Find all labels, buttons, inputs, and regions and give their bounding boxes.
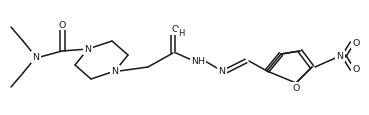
Text: O: O [171,25,179,34]
Text: O: O [352,65,360,74]
Text: O: O [292,84,300,93]
Text: N: N [337,52,344,61]
Text: O: O [352,39,360,48]
Text: NH: NH [191,57,205,66]
Text: N: N [111,67,118,76]
Text: O: O [58,20,66,29]
Text: N: N [32,53,39,62]
Text: N: N [218,67,225,76]
Text: H: H [178,29,184,38]
Text: N: N [85,45,92,54]
